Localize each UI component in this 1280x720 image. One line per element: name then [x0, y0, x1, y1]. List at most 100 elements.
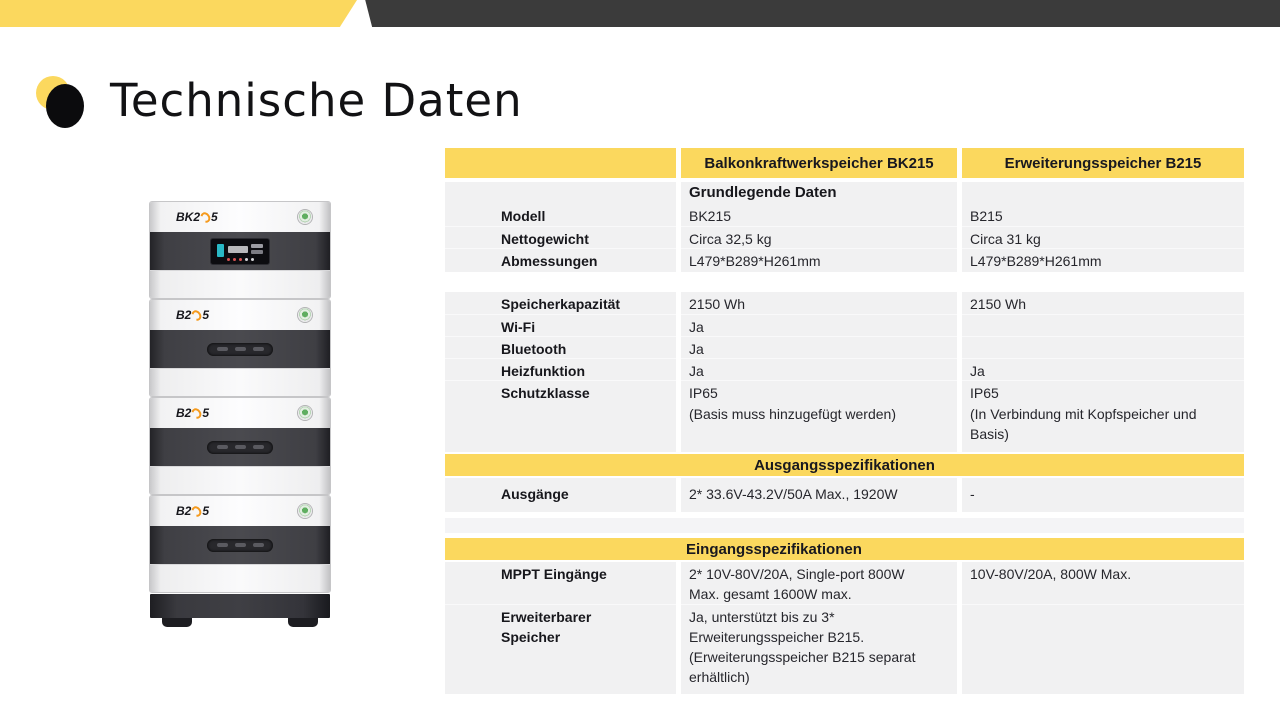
row-value-b215: IP65 — [962, 380, 1244, 402]
expansion-unit-b215: B2 5 — [150, 398, 330, 494]
b215-logo: B2 5 — [176, 307, 210, 323]
empty-cell — [445, 182, 676, 204]
row-value-b215: (In Verbindung mit Kopfspeicher und Basi… — [962, 402, 1244, 452]
row-value-bk215: 2* 33.6V-43.2V/50A Max., 1920W — [681, 478, 957, 512]
table-row-erweiterbarer-speicher: Erweiterbarer Speicher Ja, unterstützt b… — [445, 604, 1244, 694]
bullet-black-circle-icon — [46, 84, 84, 128]
page-title: Technische Daten — [110, 74, 523, 127]
row-value-bk215: Ja — [681, 358, 957, 380]
expansion-unit-dark-band — [150, 428, 330, 466]
row-label: Nettogewicht — [445, 226, 676, 248]
row-value-bk215: Ja — [681, 336, 957, 358]
head-unit-dark-band — [150, 232, 330, 270]
table-header-bk215: Balkonkraftwerkspeicher BK215 — [681, 148, 957, 178]
expansion-unit-lower-band — [150, 564, 330, 592]
row-value-b215: - — [962, 478, 1244, 512]
table-header-b215: Erweiterungsspeicher B215 — [962, 148, 1244, 178]
b215-logo-text: B2 — [176, 504, 192, 518]
section-title-basic: Grundlegende Daten — [681, 182, 957, 204]
bk215-logo-suffix: 5 — [211, 210, 218, 224]
b215-logo: B2 5 — [176, 405, 210, 421]
table-row-nettogewicht: Nettogewicht Circa 32,5 kg Circa 31 kg — [445, 226, 1244, 248]
expansion-unit-dark-band — [150, 526, 330, 564]
b215-logo-text: B2 — [176, 406, 192, 420]
table-row-abmessungen: Abmessungen L479*B289*H261mm L479*B289*H… — [445, 248, 1244, 272]
spec-table: Balkonkraftwerkspeicher BK215 Erweiterun… — [445, 148, 1244, 694]
table-row-mppt-eingaenge: MPPT Eingänge 2* 10V-80V/20A, Single-por… — [445, 562, 1244, 604]
top-banner-dark — [365, 0, 1280, 27]
connector-panel — [207, 342, 273, 356]
section-band-input: Eingangsspezifikationen — [445, 538, 1244, 560]
row-value-bk215: (Basis muss hinzugefügt werden) — [681, 402, 957, 452]
section-band-output: Ausgangsspezifikationen — [445, 454, 1244, 476]
row-value-b215: Circa 31 kg — [962, 226, 1244, 248]
expansion-unit-dark-band — [150, 330, 330, 368]
display-indicator-dots — [227, 257, 254, 261]
battery-level-icon — [217, 243, 224, 257]
row-value-bk215: Ja — [681, 314, 957, 336]
row-value-b215: 10V-80V/20A, 800W Max. — [962, 562, 1244, 604]
table-row-schutzklasse-note: (Basis muss hinzugefügt werden) (In Verb… — [445, 402, 1244, 452]
b215-logo-suffix: 5 — [202, 308, 210, 322]
row-value-b215: 2150 Wh — [962, 292, 1244, 314]
row-label — [445, 402, 676, 452]
foot-left — [162, 618, 192, 627]
display-percentage-text — [228, 245, 248, 253]
bk215-logo-text: BK2 — [176, 210, 201, 224]
table-row-bluetooth: Bluetooth Ja — [445, 336, 1244, 358]
row-label: Bluetooth — [445, 336, 676, 358]
row-value-bk215: 2* 10V-80V/20A, Single-port 800W Max. ge… — [681, 562, 957, 604]
expansion-unit-lower-band — [150, 466, 330, 494]
top-banner-yellow — [0, 0, 357, 27]
head-unit-faceplate: BK2 5 — [150, 202, 330, 232]
display-info-block — [251, 249, 263, 254]
row-value-b215 — [962, 604, 1244, 694]
expansion-unit-faceplate: B2 5 — [150, 300, 330, 330]
table-row-wifi: Wi-Fi Ja — [445, 314, 1244, 336]
row-label: Erweiterbarer Speicher — [445, 604, 676, 694]
bk215-logo: BK2 5 — [176, 209, 218, 225]
row-value-bk215: Circa 32,5 kg — [681, 226, 957, 248]
power-button-icon — [298, 308, 312, 322]
power-button-icon — [298, 210, 312, 224]
table-row-speicherkapazitaet: Speicherkapazität 2150 Wh 2150 Wh — [445, 292, 1244, 314]
row-label: Speicherkapazität — [445, 292, 676, 314]
row-value-b215 — [962, 336, 1244, 358]
b215-logo-suffix: 5 — [202, 406, 210, 420]
row-value-bk215: L479*B289*H261mm — [681, 248, 957, 272]
row-label: Wi-Fi — [445, 314, 676, 336]
spacer-strip — [445, 518, 1244, 533]
row-value-b215: Ja — [962, 358, 1244, 380]
foot-right — [288, 618, 318, 627]
table-row-heizfunktion: Heizfunktion Ja Ja — [445, 358, 1244, 380]
stack-feet — [150, 618, 330, 627]
stack-base — [150, 594, 330, 618]
expansion-unit-b215: B2 5 — [150, 496, 330, 592]
display-screen — [210, 237, 270, 265]
expansion-unit-faceplate: B2 5 — [150, 398, 330, 428]
row-value-b215: B215 — [962, 204, 1244, 226]
row-label: Schutzklasse — [445, 380, 676, 402]
row-label: Abmessungen — [445, 248, 676, 272]
expansion-unit-faceplate: B2 5 — [150, 496, 330, 526]
row-value-bk215: 2150 Wh — [681, 292, 957, 314]
row-label: MPPT Eingänge — [445, 562, 676, 604]
row-label: Modell — [445, 204, 676, 226]
power-button-icon — [298, 406, 312, 420]
product-image-battery-stack: BK2 5 B2 5 — [150, 202, 330, 627]
table-row-modell: Modell BK215 B215 — [445, 204, 1244, 226]
table-header-empty — [445, 148, 676, 178]
head-unit-bk215: BK2 5 — [150, 202, 330, 298]
connector-panel — [207, 538, 273, 552]
power-button-icon — [298, 504, 312, 518]
expansion-unit-lower-band — [150, 368, 330, 396]
section-title-row-basic: Grundlegende Daten — [445, 182, 1244, 204]
b215-logo-text: B2 — [176, 308, 192, 322]
row-label: Ausgänge — [445, 478, 676, 512]
head-unit-lower-band — [150, 270, 330, 298]
row-label: Heizfunktion — [445, 358, 676, 380]
display-info-block — [251, 243, 263, 248]
row-value-b215: L479*B289*H261mm — [962, 248, 1244, 272]
b215-logo-suffix: 5 — [202, 504, 210, 518]
table-row-schutzklasse: Schutzklasse IP65 IP65 — [445, 380, 1244, 402]
